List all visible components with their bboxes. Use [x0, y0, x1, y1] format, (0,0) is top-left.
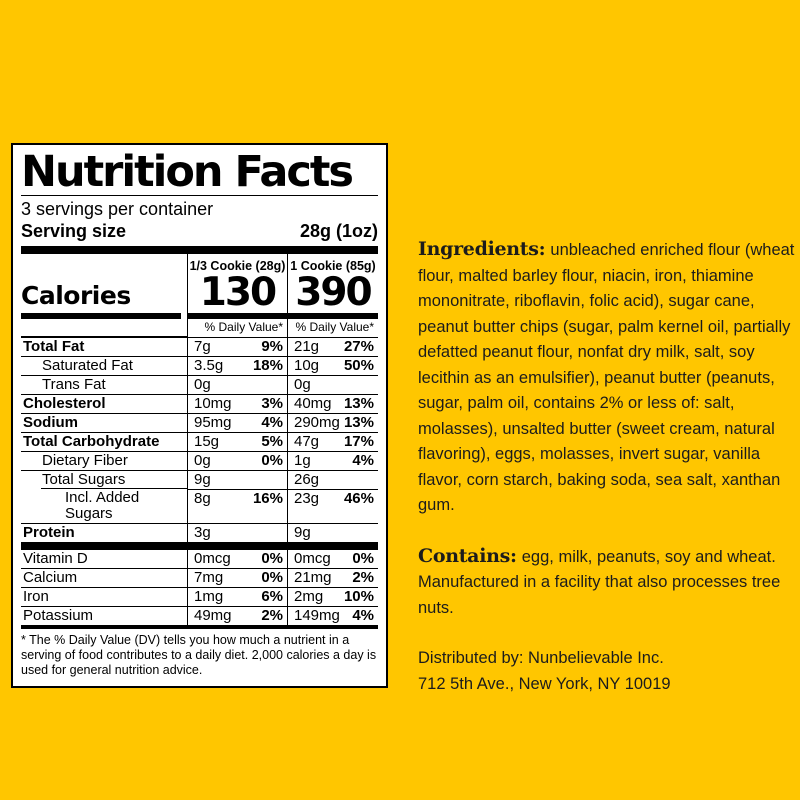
ingredients-label: Ingredients: — [418, 238, 546, 260]
table-row-protein: Protein 3g 9g — [21, 523, 378, 542]
table-row-saturated-fat: Saturated Fat 3.5g 18% 10g 50% — [21, 356, 378, 375]
calories-underline-row — [21, 312, 378, 319]
calories-underline-left — [21, 312, 187, 319]
contains-paragraph: Contains: egg, milk, peanuts, soy and whe… — [418, 544, 798, 622]
contains-label: Contains: — [418, 544, 517, 567]
table-row-trans-fat: Trans Fat 0g 0g — [21, 375, 378, 394]
table-row-total-carbohydrate: Total Carbohydrate 15g 5% 47g 17% — [21, 432, 378, 451]
calories-value-column2: 390 — [287, 273, 378, 312]
column-header-row: 1/3 Cookie (28g) 1 Cookie (85g) — [21, 254, 378, 274]
calories-label: Calories — [21, 281, 131, 310]
servings-per-container: 3 servings per container — [21, 199, 214, 219]
calories-underline-col2 — [287, 312, 378, 319]
table-row-added-sugars: Incl. Added Sugars 8g 16% 23g 46% — [21, 488, 378, 523]
distributor-line2: 712 5th Ave., New York, NY 10019 — [418, 674, 671, 693]
table-row-calcium: Calcium 7mg 0% 21mg 2% — [21, 568, 378, 587]
daily-value-header-row: % Daily Value* % Daily Value* — [21, 319, 378, 338]
distributor-line1: Distributed by: Nunbelievable Inc. — [418, 649, 664, 667]
empty-cell — [21, 254, 187, 274]
title-divider — [21, 195, 378, 196]
calories-row: Calories 130 390 — [21, 273, 378, 312]
product-info-panel: Ingredients: unbleached enriched flour (w… — [418, 237, 798, 697]
thick-divider-bar — [21, 246, 378, 254]
table-row-potassium: Potassium 49mg 2% 149mg 4% — [21, 606, 378, 625]
footnote-divider-bar — [21, 625, 378, 629]
table-row-vitamin-d: Vitamin D 0mcg 0% 0mcg 0% — [21, 550, 378, 568]
ingredients-paragraph: Ingredients: unbleached enriched flour (w… — [418, 237, 798, 519]
column2-header: 1 Cookie (85g) — [287, 254, 378, 274]
empty-cell — [21, 319, 187, 338]
calories-value-column1: 130 — [187, 273, 287, 312]
table-row-iron: Iron 1mg 6% 2mg 10% — [21, 587, 378, 606]
nutrition-facts-panel: Nutrition Facts 3 servings per container… — [11, 143, 388, 688]
table-row-total-sugars: Total Sugars 9g 26g — [21, 470, 378, 489]
contains-text: egg, milk, peanuts, soy and wheat. Manuf… — [418, 547, 781, 617]
table-row-cholesterol: Cholesterol 10mg 3% 40mg 13% — [21, 394, 378, 413]
daily-value-header-col1: % Daily Value* — [187, 319, 287, 338]
thick-divider-bar — [21, 542, 378, 550]
table-row-dietary-fiber: Dietary Fiber 0g 0% 1g 4% — [21, 451, 378, 470]
table-row-total-fat: Total Fat 7g 9% 21g 27% — [21, 338, 378, 356]
serving-size-value: 28g (1oz) — [299, 221, 378, 241]
serving-size-row: Serving size 28g (1oz) — [21, 220, 378, 246]
column1-header: 1/3 Cookie (28g) — [187, 254, 287, 274]
calories-underline-col1 — [187, 312, 287, 319]
table-row-sodium: Sodium 95mg 4% 290mg 13% — [21, 413, 378, 432]
daily-value-header-col2: % Daily Value* — [287, 319, 378, 338]
distributor-paragraph: Distributed by: Nunbelievable Inc. 712 5t… — [418, 646, 798, 697]
ingredients-text: unbleached enriched flour (wheat flour, … — [418, 241, 795, 514]
nutrition-facts-title: Nutrition Facts — [21, 147, 354, 197]
serving-size-label: Serving size — [21, 221, 127, 241]
daily-value-footnote: * The % Daily Value (DV) tells you how m… — [21, 633, 377, 677]
